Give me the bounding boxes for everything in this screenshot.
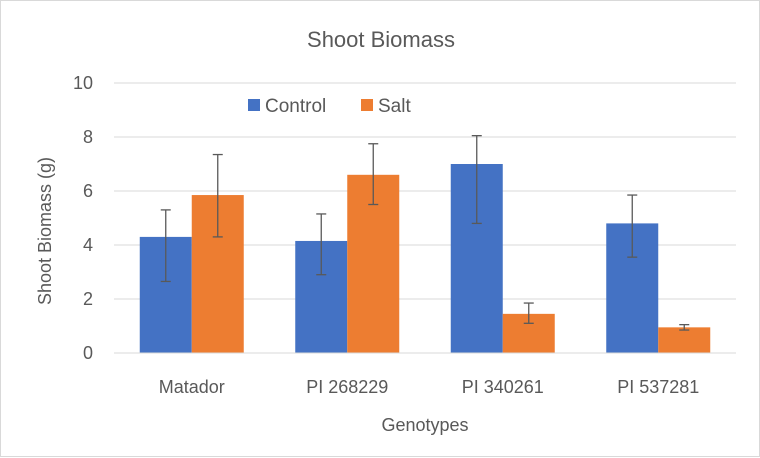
x-tick-label: PI 340261	[462, 377, 544, 397]
y-axis-label: Shoot Biomass (g)	[35, 157, 55, 305]
x-axis-label: Genotypes	[381, 415, 468, 435]
legend-item-control: Control	[248, 96, 326, 117]
error-bar-salt-3	[523, 302, 534, 324]
chart-title: Shoot Biomass	[307, 27, 455, 52]
error-bar-control-3	[471, 134, 482, 225]
bars	[139, 164, 711, 353]
legend-label: Salt	[378, 96, 411, 117]
error-bar-control-4	[627, 194, 638, 258]
error-bars	[160, 134, 690, 331]
bar-salt-4	[658, 327, 711, 353]
legend-swatch	[361, 99, 373, 111]
y-tick-label: 10	[73, 73, 93, 93]
x-tick-label: PI 537281	[617, 377, 699, 397]
error-bar-salt-2	[368, 143, 379, 206]
y-axis-ticks: 0 2 4 6 8 10	[73, 73, 93, 363]
y-tick-label: 0	[83, 343, 93, 363]
legend-label: Control	[265, 96, 326, 117]
y-tick-label: 2	[83, 289, 93, 309]
error-bar-control-2	[316, 213, 327, 276]
error-bar-control-1	[160, 209, 171, 283]
x-tick-label: PI 268229	[306, 377, 388, 397]
error-bar-salt-1	[212, 153, 223, 238]
error-bar-salt-4	[679, 323, 690, 331]
y-tick-label: 8	[83, 127, 93, 147]
legend: Control Salt	[248, 96, 411, 117]
legend-item-salt: Salt	[361, 96, 411, 117]
x-tick-label: Matador	[159, 377, 225, 397]
x-axis-ticks: Matador PI 268229 PI 340261 PI 537281	[159, 377, 700, 397]
y-tick-label: 6	[83, 181, 93, 201]
legend-swatch	[248, 99, 260, 111]
y-tick-label: 4	[83, 235, 93, 255]
